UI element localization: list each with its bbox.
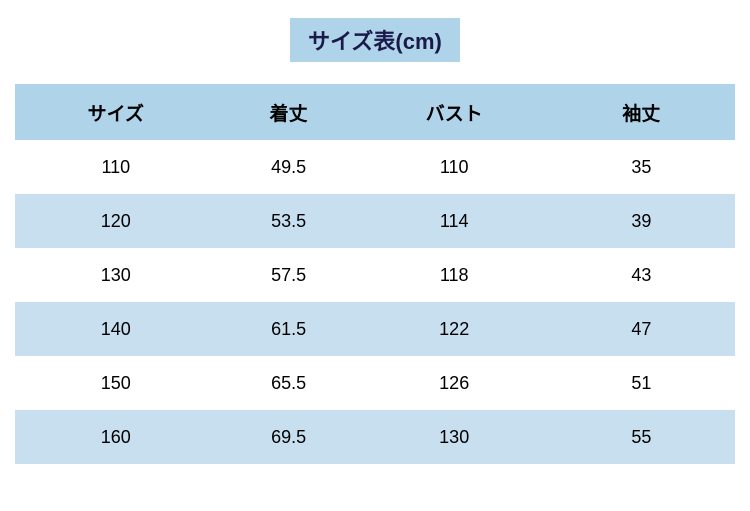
cell-size: 130 — [15, 265, 217, 286]
table-header-row: サイズ 着丈 バスト 袖丈 — [15, 84, 735, 140]
cell-bust: 122 — [361, 319, 548, 340]
cell-length: 49.5 — [217, 157, 361, 178]
cell-bust: 110 — [361, 157, 548, 178]
title-container: サイズ表(cm) — [0, 18, 750, 62]
cell-sleeve: 55 — [548, 427, 735, 448]
cell-sleeve: 47 — [548, 319, 735, 340]
cell-sleeve: 39 — [548, 211, 735, 232]
header-sleeve: 袖丈 — [548, 99, 735, 126]
cell-bust: 118 — [361, 265, 548, 286]
size-table: サイズ 着丈 バスト 袖丈 110 49.5 110 35 120 53.5 1… — [15, 84, 735, 464]
cell-length: 69.5 — [217, 427, 361, 448]
table-row: 140 61.5 122 47 — [15, 302, 735, 356]
cell-sleeve: 43 — [548, 265, 735, 286]
cell-size: 140 — [15, 319, 217, 340]
table-title: サイズ表(cm) — [290, 18, 460, 62]
table-row: 110 49.5 110 35 — [15, 140, 735, 194]
cell-sleeve: 35 — [548, 157, 735, 178]
cell-length: 61.5 — [217, 319, 361, 340]
table-row: 130 57.5 118 43 — [15, 248, 735, 302]
header-size: サイズ — [15, 99, 217, 126]
cell-bust: 130 — [361, 427, 548, 448]
cell-length: 57.5 — [217, 265, 361, 286]
table-row: 150 65.5 126 51 — [15, 356, 735, 410]
table-row: 120 53.5 114 39 — [15, 194, 735, 248]
cell-size: 150 — [15, 373, 217, 394]
cell-length: 65.5 — [217, 373, 361, 394]
cell-size: 110 — [15, 157, 217, 178]
cell-sleeve: 51 — [548, 373, 735, 394]
cell-bust: 126 — [361, 373, 548, 394]
cell-bust: 114 — [361, 211, 548, 232]
header-bust: バスト — [361, 99, 548, 126]
table-row: 160 69.5 130 55 — [15, 410, 735, 464]
header-length: 着丈 — [217, 99, 361, 126]
cell-size: 160 — [15, 427, 217, 448]
cell-length: 53.5 — [217, 211, 361, 232]
cell-size: 120 — [15, 211, 217, 232]
